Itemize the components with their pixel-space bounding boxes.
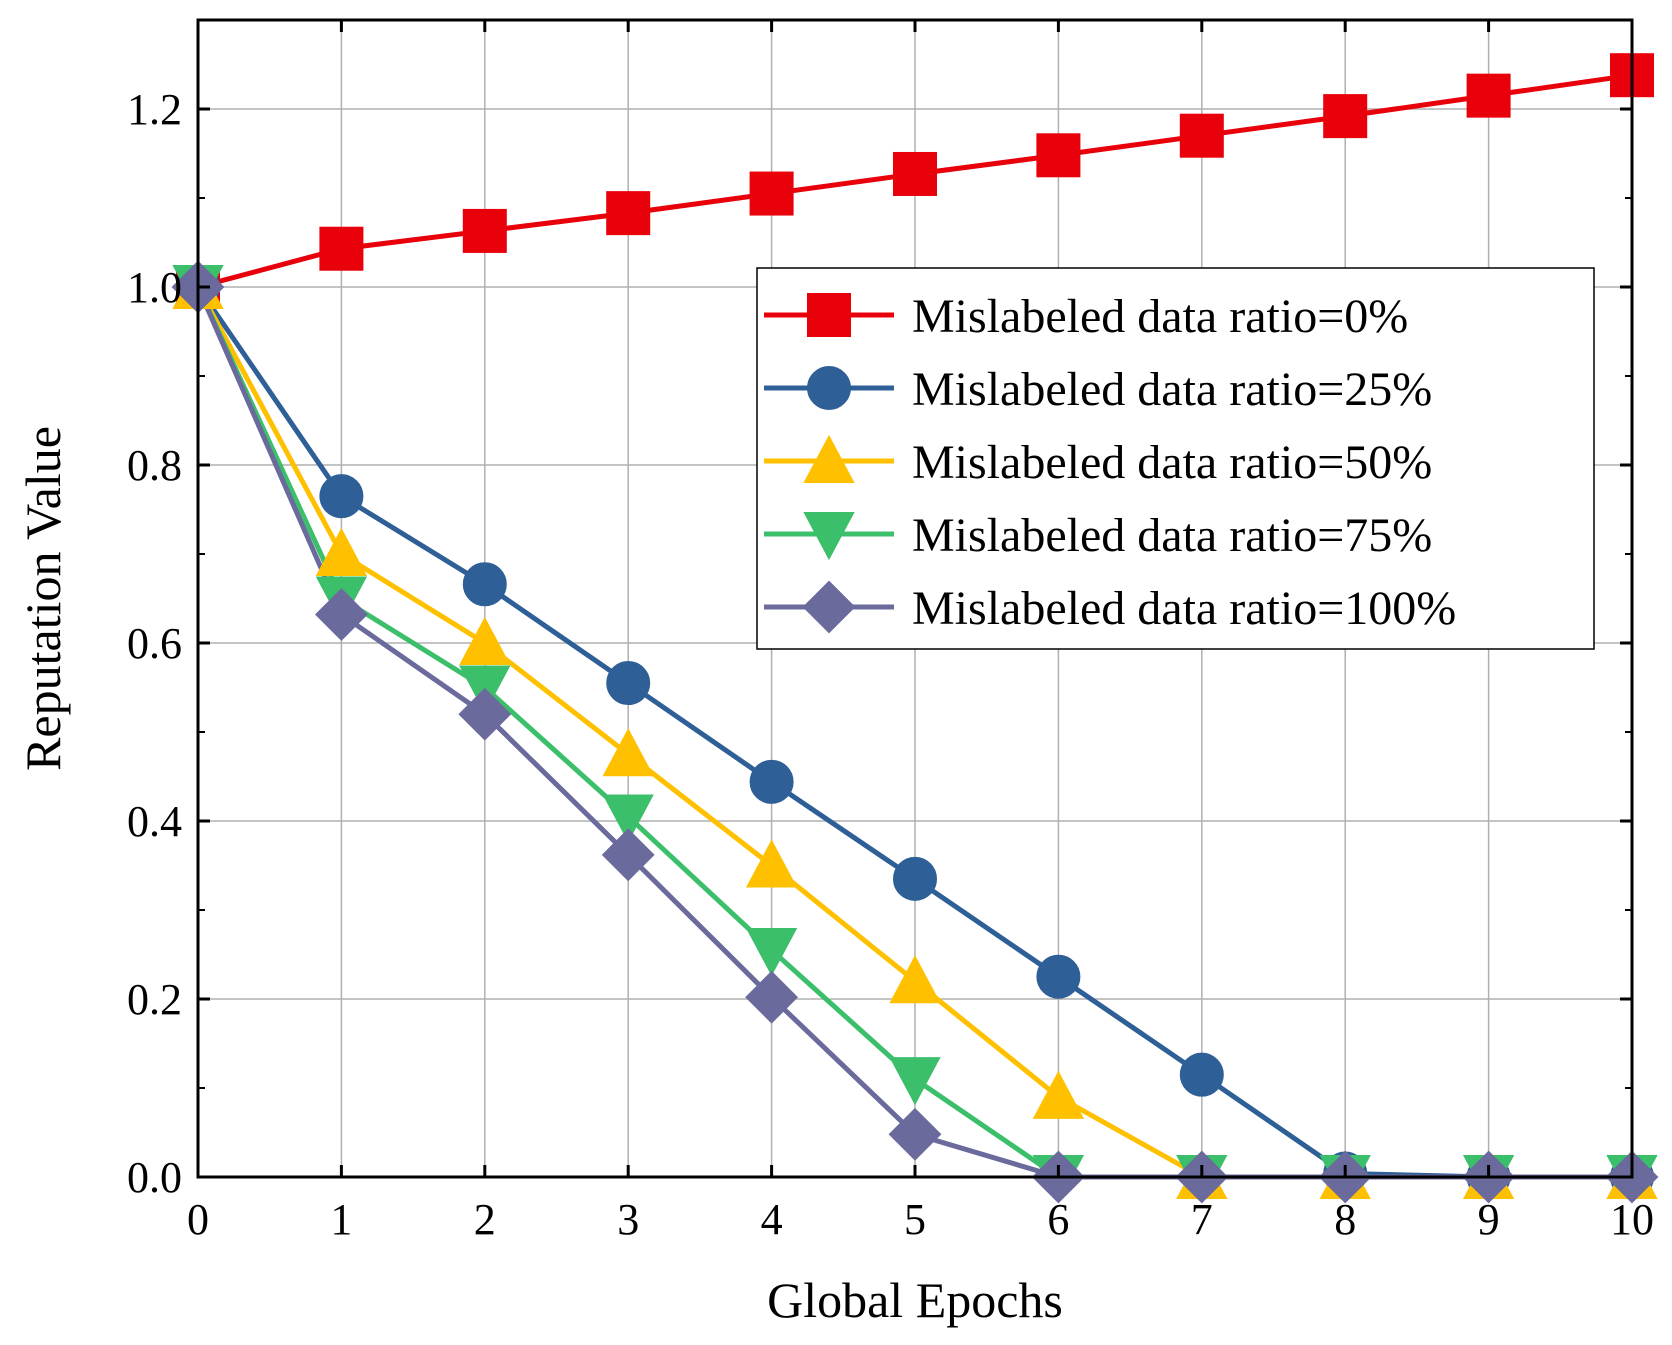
- data-point: [602, 794, 654, 843]
- legend-marker: [802, 580, 856, 634]
- data-point: [606, 661, 651, 706]
- x-tick-label: 0: [187, 1195, 209, 1244]
- legend-label: Mislabeled data ratio=100%: [912, 582, 1456, 635]
- x-axis-title: Global Epochs: [767, 1272, 1063, 1328]
- x-tick-label: 6: [1047, 1195, 1069, 1244]
- legend-box: [756, 267, 1595, 650]
- data-point: [462, 208, 507, 253]
- data-point: [1323, 94, 1368, 139]
- data-point: [889, 1057, 941, 1106]
- data-point: [745, 839, 798, 888]
- data-point: [893, 856, 937, 901]
- legend-item: Mislabeled data ratio=75%: [764, 509, 1432, 562]
- y-tick-label: 1.2: [127, 85, 182, 134]
- data-point: [889, 955, 941, 1004]
- x-tick-label: 7: [1191, 1195, 1213, 1244]
- data-point: [1036, 954, 1081, 999]
- axis-ticks: 0 1 2 3 4 5 6 7 8 9 10 0.0 0.2 0.4 0.6 0.8 1.0 1.2: [127, 19, 1654, 1244]
- legend-item: Mislabeled data ratio=50%: [764, 434, 1432, 489]
- data-point: [888, 1107, 942, 1161]
- data-point: [458, 687, 512, 741]
- y-axis-title: Reputation Value: [15, 426, 71, 771]
- data-point: [462, 562, 507, 607]
- y-tick-label: 0.8: [127, 441, 182, 490]
- x-tick-label: 3: [617, 1195, 639, 1244]
- x-tick-label: 1: [330, 1195, 352, 1244]
- data-point: [1179, 1052, 1224, 1097]
- legend-item: Mislabeled data ratio=25%: [764, 363, 1432, 416]
- x-tick-label: 10: [1610, 1195, 1654, 1244]
- data-point: [893, 151, 937, 196]
- x-tick-label: 4: [761, 1195, 783, 1244]
- legend-label: Mislabeled data ratio=75%: [912, 509, 1432, 562]
- data-point: [319, 226, 364, 271]
- legend-marker: [807, 366, 851, 410]
- legend-label: Mislabeled data ratio=25%: [912, 363, 1432, 416]
- x-tick-label: 2: [474, 1195, 496, 1244]
- y-tick-label: 0.0: [127, 1153, 182, 1202]
- legend-label: Mislabeled data ratio=50%: [912, 436, 1432, 489]
- legend-marker: [803, 512, 855, 561]
- x-tick-label: 8: [1334, 1195, 1356, 1244]
- data-point: [602, 728, 654, 777]
- legend-marker: [803, 434, 855, 483]
- y-tick-label: 0.2: [127, 975, 182, 1024]
- data-point: [315, 527, 368, 576]
- legend-item: Mislabeled data ratio=100%: [764, 580, 1456, 635]
- data-point: [1036, 133, 1081, 178]
- y-tick-label: 0.6: [127, 619, 182, 668]
- y-tick-label: 1.0: [127, 263, 182, 312]
- data-point: [1466, 73, 1511, 118]
- data-point: [1179, 113, 1224, 158]
- legend-item: Mislabeled data ratio=0%: [764, 290, 1408, 343]
- data-point: [745, 928, 798, 977]
- legend: Mislabeled data ratio=0% Mislabeled data …: [756, 267, 1595, 650]
- data-point: [749, 759, 794, 804]
- data-point: [459, 616, 511, 665]
- legend-marker: [807, 293, 851, 337]
- data-point: [606, 191, 651, 236]
- data-point: [1032, 1070, 1085, 1119]
- data-point: [601, 828, 655, 882]
- legend-label: Mislabeled data ratio=0%: [912, 290, 1408, 343]
- y-tick-label: 0.4: [127, 797, 182, 846]
- data-point: [314, 588, 368, 641]
- data-point: [749, 171, 794, 216]
- x-tick-label: 9: [1478, 1195, 1500, 1244]
- data-point: [319, 474, 364, 519]
- x-tick-label: 5: [904, 1195, 926, 1244]
- data-point: [745, 970, 799, 1024]
